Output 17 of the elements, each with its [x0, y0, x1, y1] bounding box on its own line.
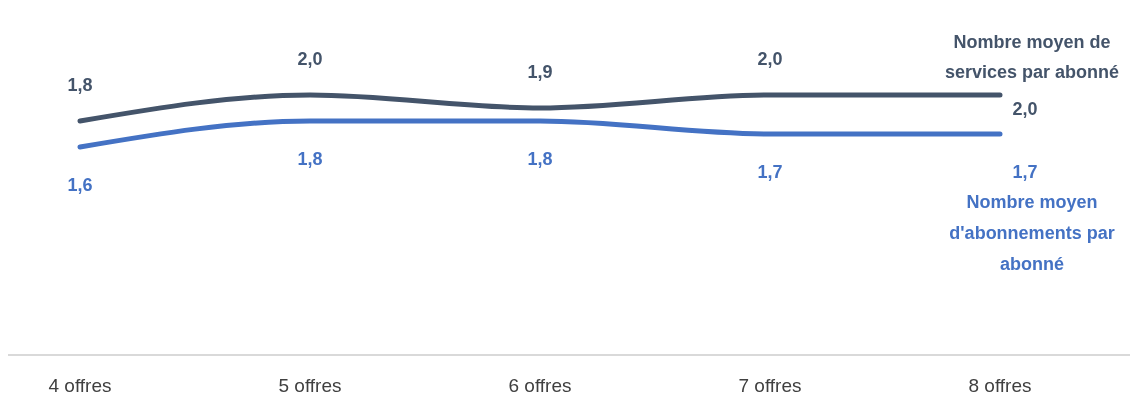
- data-label: 1,8: [297, 149, 323, 169]
- data-label: 1,6: [67, 175, 93, 195]
- data-label: 2,0: [1012, 99, 1038, 119]
- data-label: 2,0: [297, 49, 323, 69]
- x-tick-label: 4 offres: [48, 375, 112, 396]
- text: Nombre moyen d'abonnements par abonné: [949, 192, 1115, 274]
- data-label: 1,7: [757, 162, 783, 182]
- series-label: Nombre moyen de services par abonné: [944, 32, 1120, 82]
- data-label: 2,0: [757, 49, 783, 69]
- data-label: 1,7: [1012, 162, 1038, 182]
- x-tick-label: 8 offres: [968, 375, 1032, 396]
- data-label: 1,9: [527, 62, 553, 82]
- x-tick-label: 6 offres: [508, 375, 572, 396]
- x-tick-label: 5 offres: [278, 375, 342, 396]
- x-tick-label: 7 offres: [738, 375, 802, 396]
- data-label: 1,8: [67, 75, 93, 95]
- data-label: 1,8: [527, 149, 553, 169]
